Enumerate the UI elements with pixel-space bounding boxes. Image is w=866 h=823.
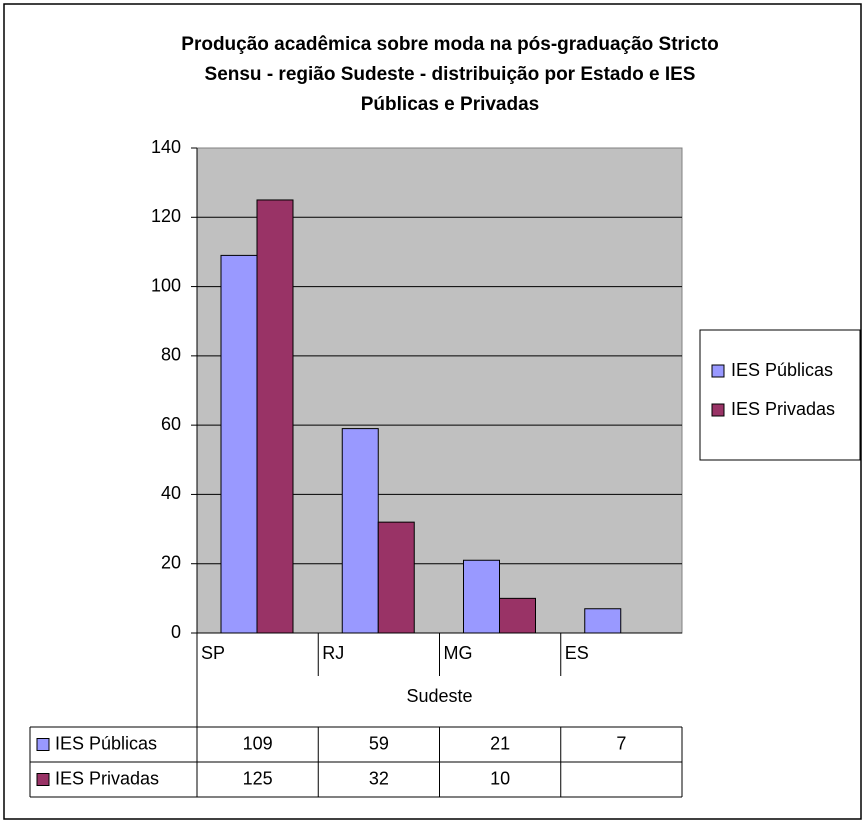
y-tick-label: 100 <box>151 275 181 295</box>
y-tick-label: 0 <box>171 622 181 642</box>
bar <box>377 521 415 634</box>
legend-label: IES Públicas <box>731 360 833 380</box>
bar <box>463 559 500 634</box>
table-cell: 59 <box>369 733 389 753</box>
bar <box>499 597 536 634</box>
legend-box <box>699 329 861 461</box>
chart-title: Produção acadêmica sobre moda na pós-gra… <box>181 34 718 55</box>
legend-swatch <box>711 364 725 378</box>
legend-swatch <box>36 738 50 751</box>
x-group-label: Sudeste <box>406 686 472 706</box>
legend-swatch <box>36 773 50 786</box>
table-cell: 7 <box>616 733 626 753</box>
y-tick-label: 20 <box>161 552 181 572</box>
table-row-label: IES Públicas <box>55 733 157 753</box>
table-cell: 109 <box>243 733 273 753</box>
y-tick-label: 40 <box>161 483 181 503</box>
table-cell: 32 <box>369 768 389 788</box>
chart-title: Sensu - região Sudeste - distribuição po… <box>205 64 696 85</box>
bar <box>584 608 622 634</box>
legend-label: IES Privadas <box>731 399 835 419</box>
x-tick-label: ES <box>565 643 589 663</box>
bar <box>341 428 379 634</box>
y-tick-label: 140 <box>151 137 181 157</box>
bar <box>220 254 258 634</box>
bar <box>256 199 294 634</box>
table-cell: 21 <box>490 733 510 753</box>
y-tick-label: 120 <box>151 206 181 226</box>
x-tick-label: MG <box>444 643 473 663</box>
chart-title: Públicas e Privadas <box>361 94 540 115</box>
table-cell: 10 <box>490 768 510 788</box>
x-tick-label: SP <box>201 643 225 663</box>
table-cell: 125 <box>243 768 273 788</box>
legend-swatch <box>711 403 725 417</box>
x-tick-label: RJ <box>322 643 344 663</box>
y-tick-label: 80 <box>161 345 181 365</box>
y-tick-label: 60 <box>161 414 181 434</box>
table-row-label: IES Privadas <box>55 768 159 788</box>
